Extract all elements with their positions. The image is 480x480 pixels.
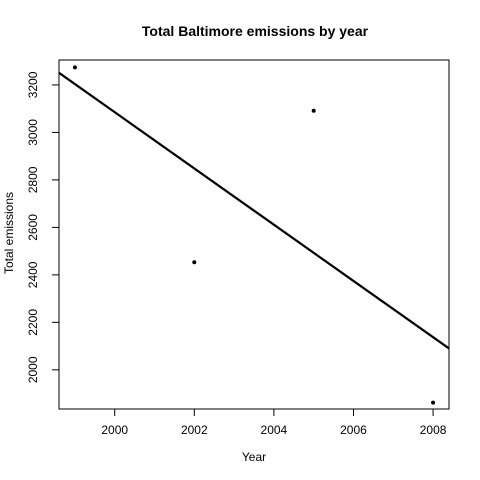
x-tick-label: 2008	[420, 423, 447, 437]
trend-line	[58, 71, 450, 350]
x-tick-label: 2002	[181, 423, 208, 437]
y-tick-label: 2600	[26, 214, 40, 241]
x-tick-label: 2000	[101, 423, 128, 437]
x-axis-label: Year	[242, 450, 266, 464]
y-tick-label: 2000	[26, 356, 40, 383]
data-points	[72, 65, 436, 405]
data-point	[431, 400, 436, 405]
data-point	[72, 65, 77, 70]
chart-title: Total Baltimore emissions by year	[142, 23, 369, 39]
x-tick-label: 2006	[340, 423, 367, 437]
y-tick-label: 2400	[26, 261, 40, 288]
plot-frame	[58, 59, 450, 410]
data-point	[192, 260, 197, 265]
x-tick-label: 2004	[261, 423, 288, 437]
y-tick-label: 2800	[26, 166, 40, 193]
x-axis: 2000 2002 2004 2006 2008	[101, 409, 447, 437]
y-tick-label: 3000	[26, 119, 40, 146]
y-tick-label: 2200	[26, 309, 40, 336]
y-axis-label: Total emissions	[2, 192, 16, 274]
y-tick-label: 3200	[26, 71, 40, 98]
y-axis: 2000 2200 2400 2600 2800 3000 3200	[26, 71, 59, 383]
trend-line-group	[58, 71, 450, 350]
data-point	[311, 108, 316, 113]
